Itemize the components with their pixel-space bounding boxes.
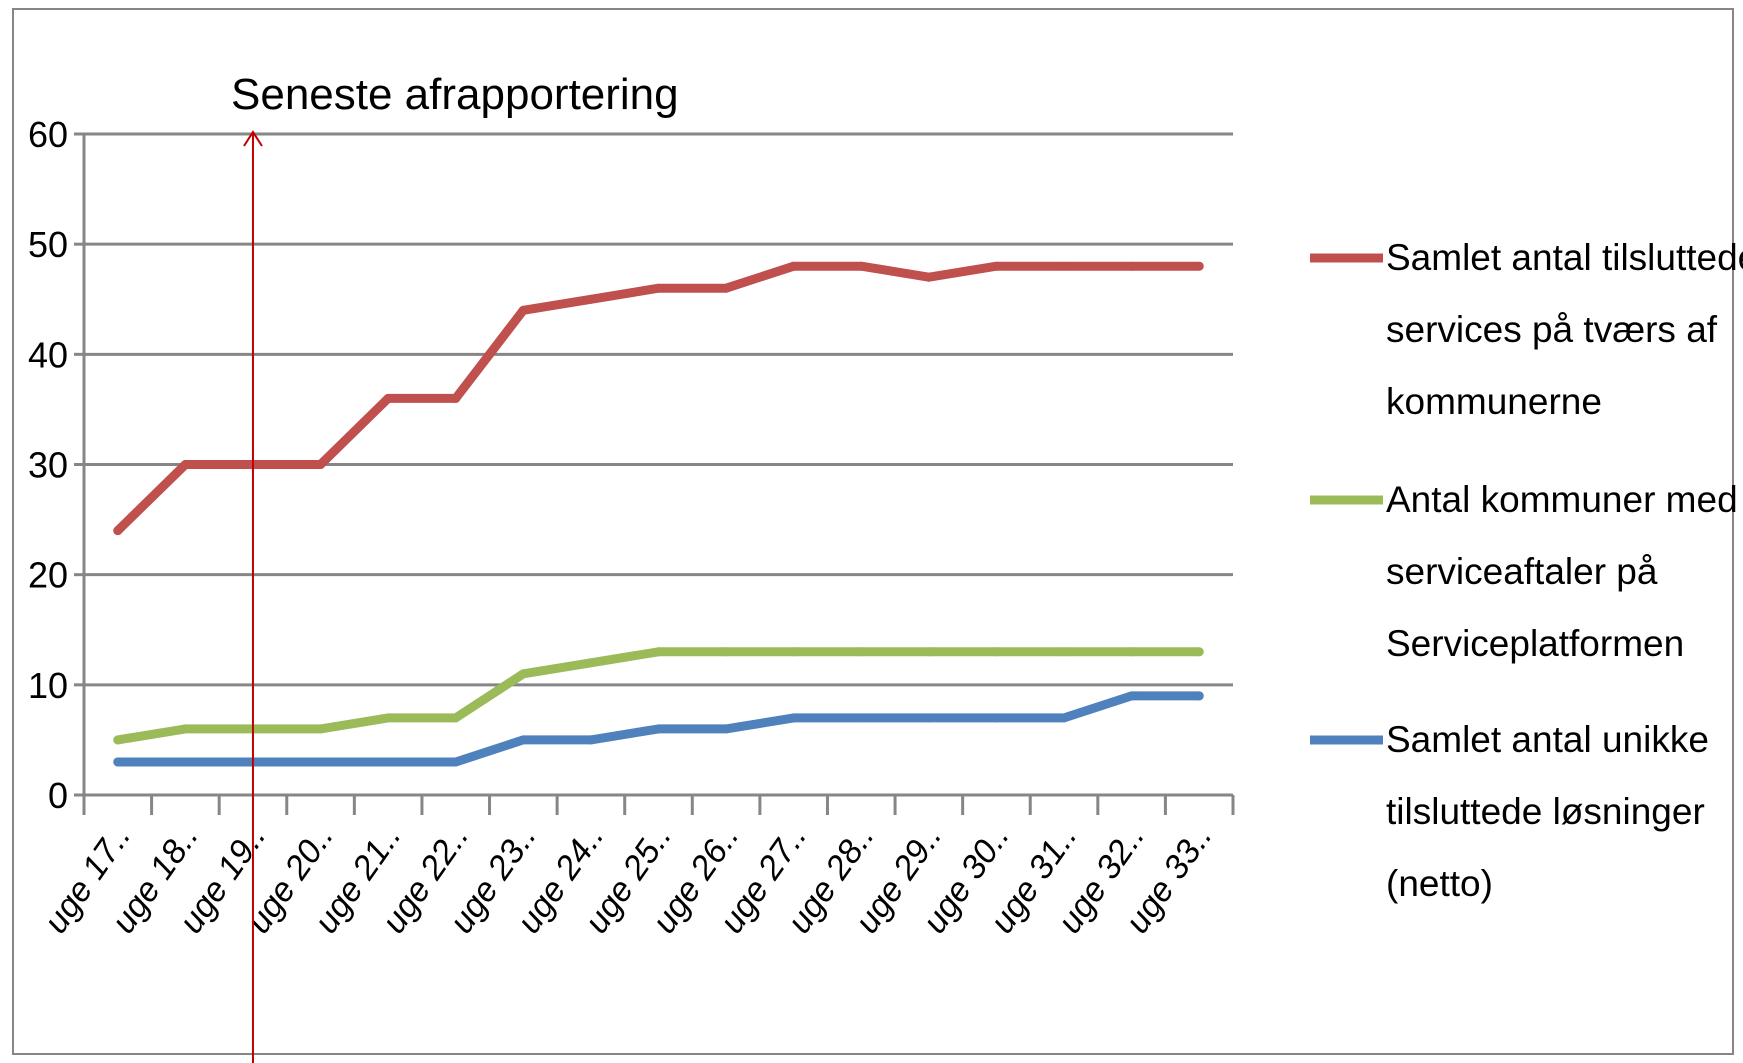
chart-frame [12,8,1734,1055]
data-point [316,724,326,734]
data-point [991,261,1001,271]
data-point [180,757,190,767]
legend-label: tilsluttede løsninger [1386,791,1705,832]
data-point [991,647,1001,657]
data-point [586,735,596,745]
legend-label: Serviceplatformen [1386,623,1684,664]
data-point [316,757,326,767]
data-point [1194,691,1204,701]
data-point [789,713,799,723]
gridlines [84,132,1233,687]
data-point [1059,647,1069,657]
data-point [1127,647,1137,657]
data-point [1194,647,1204,657]
data-point [586,294,596,304]
series-lines [113,261,1204,767]
legend-label: Samlet antal tilsluttede [1386,237,1743,278]
data-point [924,272,934,282]
data-point [856,261,866,271]
data-point [1059,261,1069,271]
annotation: Seneste afrapportering [231,70,679,1063]
data-point [451,713,461,723]
y-tick-label: 60 [28,114,68,155]
legend-label: (netto) [1386,863,1493,904]
data-point [113,735,123,745]
data-point [383,713,393,723]
data-point [654,283,663,293]
legend-label: kommunerne [1386,381,1602,422]
data-point [586,658,596,668]
data-point [654,724,663,734]
data-point [789,261,799,271]
data-point [113,757,123,767]
data-point [1127,261,1137,271]
data-point [856,647,866,657]
data-point [1194,261,1204,271]
data-point [789,647,799,657]
data-point [991,713,1001,723]
data-point [316,460,326,469]
legend: Samlet antal tilsluttede services på tvær… [1310,237,1743,904]
y-tick-label: 0 [48,775,68,816]
series-line [113,261,1204,536]
data-point [721,724,731,734]
data-point [180,724,190,734]
data-point [924,647,934,657]
data-point [383,757,393,767]
data-point [856,713,866,723]
data-point [1059,713,1069,723]
data-point [451,393,461,403]
legend-label: serviceaftaler på [1386,551,1658,592]
annotation-label: Seneste afrapportering [231,70,679,119]
y-tick-label: 30 [28,445,68,486]
y-tick-label: 20 [28,555,68,596]
data-point [518,735,528,745]
legend-label: services på tværs af [1386,309,1718,350]
y-tick-label: 10 [28,665,68,706]
data-point [654,647,663,657]
data-point [518,305,528,315]
data-point [721,647,731,657]
data-point [180,460,190,469]
data-point [1127,691,1137,701]
data-point [721,283,731,293]
legend-label: Samlet antal unikke [1386,719,1709,760]
data-point [924,713,934,723]
data-point [451,757,461,767]
y-tick-label: 40 [28,334,68,375]
legend-label: Antal kommuner med [1386,479,1738,520]
data-point [518,669,528,679]
annotation-arrowhead [243,130,263,147]
data-point [113,526,123,536]
data-point [383,393,393,403]
y-tick-label: 50 [28,224,68,265]
